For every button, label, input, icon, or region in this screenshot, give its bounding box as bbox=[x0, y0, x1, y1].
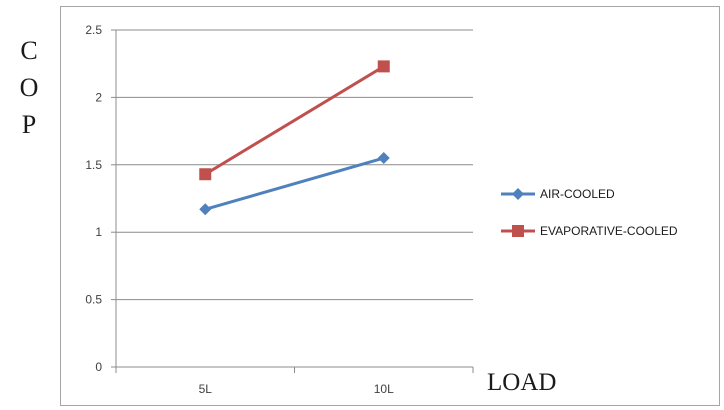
chart-area: 0 0.5 1 1.5 2 2.5 5L 10L AIR-COOLED EVAPORATIVE-… bbox=[60, 6, 720, 406]
data-point-marker bbox=[377, 60, 390, 73]
legend: AIR-COOLED EVAPORATIVE-COOLED bbox=[501, 187, 678, 238]
series-air-cooled bbox=[199, 152, 390, 216]
data-point-marker bbox=[199, 203, 212, 216]
y-tick-label: 2.5 bbox=[85, 23, 102, 37]
y-tick-label: 2 bbox=[95, 90, 102, 104]
series-evaporative-cooled bbox=[199, 60, 390, 181]
legend-label: AIR-COOLED bbox=[540, 187, 615, 201]
series bbox=[199, 60, 390, 216]
y-axis-label-letter: C bbox=[20, 36, 38, 65]
y-tick-label: 1 bbox=[95, 225, 102, 239]
y-axis-label-letter: O bbox=[19, 73, 39, 102]
y-tick-label: 1.5 bbox=[85, 158, 102, 172]
x-axis-label: LOAD bbox=[487, 369, 557, 396]
series-line bbox=[204, 65, 385, 176]
y-axis-label-letter: P bbox=[21, 110, 37, 139]
line-chart: 0 0.5 1 1.5 2 2.5 5L 10L AIR-COOLED EVAPORATIVE-… bbox=[85, 23, 678, 396]
legend-item: EVAPORATIVE-COOLED bbox=[501, 224, 678, 238]
data-point-marker bbox=[512, 225, 524, 237]
x-tick-label: 10L bbox=[374, 382, 394, 396]
x-tick-label: 5L bbox=[199, 382, 213, 396]
series-line bbox=[204, 156, 385, 211]
axes: 0 0.5 1 1.5 2 2.5 5L 10L bbox=[85, 23, 474, 396]
y-tick-label: 0.5 bbox=[85, 293, 102, 307]
y-tick-label: 0 bbox=[95, 360, 102, 374]
legend-label: EVAPORATIVE-COOLED bbox=[540, 224, 678, 238]
data-point-marker bbox=[377, 152, 390, 165]
data-point-marker bbox=[199, 168, 212, 181]
data-point-marker bbox=[512, 188, 524, 200]
gridlines bbox=[116, 29, 473, 301]
legend-item: AIR-COOLED bbox=[501, 187, 615, 201]
